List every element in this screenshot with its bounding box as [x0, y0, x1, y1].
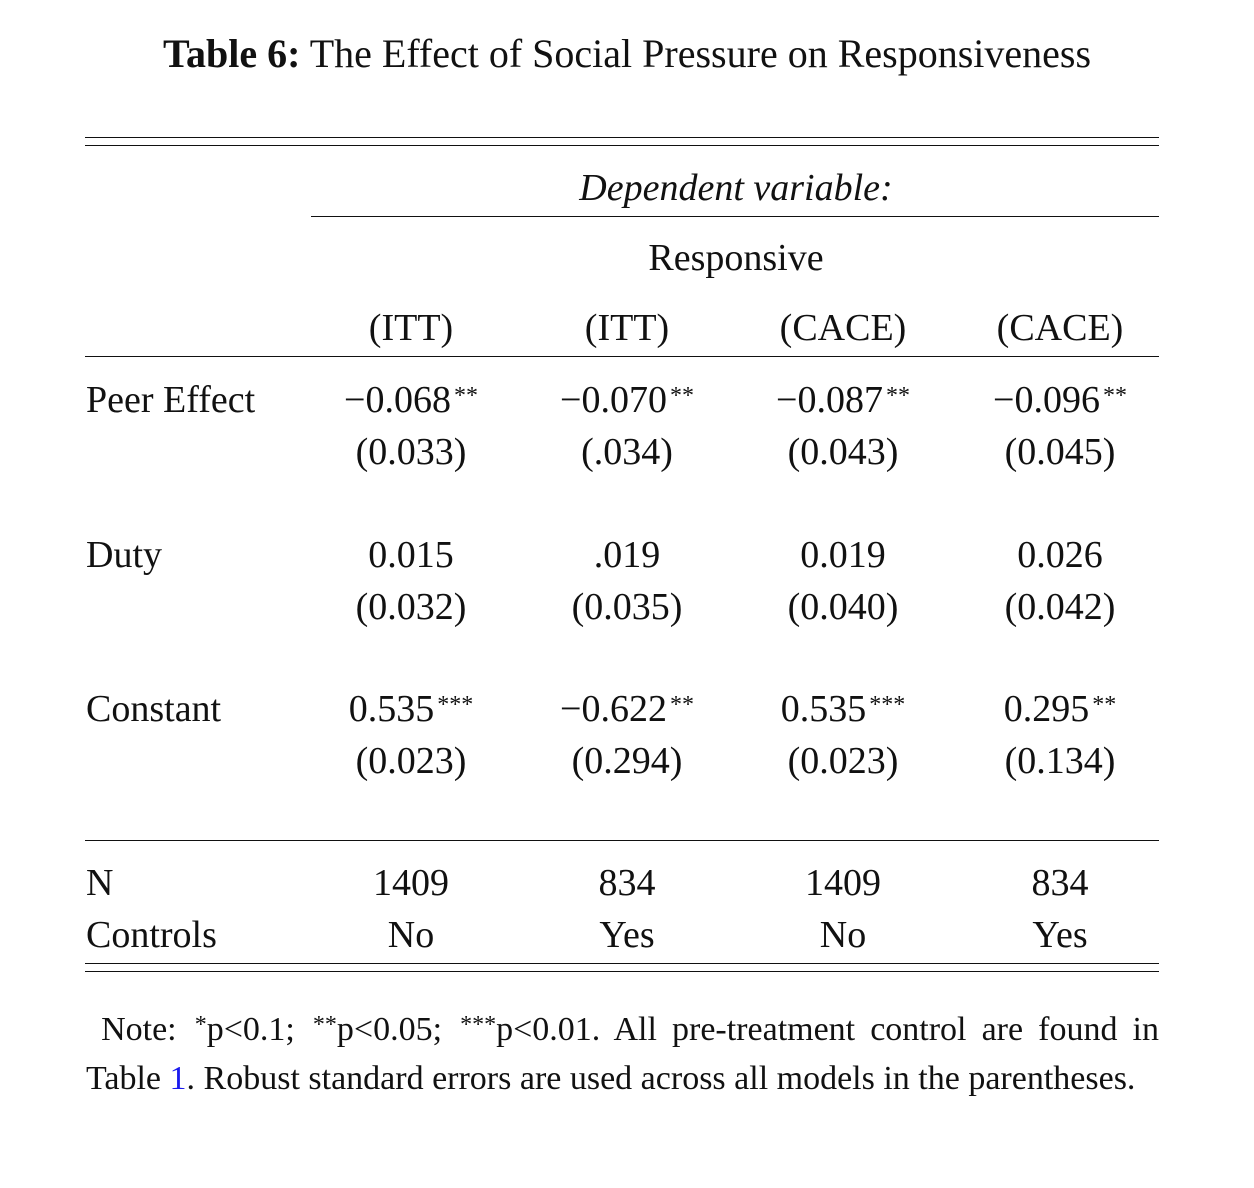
table-reference-link[interactable]: 1 — [169, 1060, 187, 1097]
se-cell: (0.032) — [355, 586, 467, 628]
table-title: The Effect of Social Pressure on Respons… — [309, 31, 1092, 76]
row-label-constant: Constant — [86, 688, 222, 730]
table-caption: Table 6: The Effect of Social Pressure o… — [0, 30, 1254, 78]
model-header-2: (ITT) — [584, 307, 670, 349]
se-cell: (0.035) — [571, 586, 683, 628]
stat-cell: 834 — [598, 862, 656, 904]
se-cell: (0.042) — [1004, 586, 1116, 628]
se-cell: (0.045) — [1004, 431, 1116, 473]
se-cell: (0.043) — [787, 431, 899, 473]
table-note: Note: *p<0.1; **p<0.05; ***p<0.01. All p… — [86, 1011, 1159, 1097]
se-cell: (0.134) — [1004, 740, 1116, 782]
se-cell: (0.040) — [787, 586, 899, 628]
dependent-variable-header: Dependent variable: — [579, 167, 893, 209]
coef-cell: 0.535 *** — [780, 688, 906, 730]
coef-cell: −0.096 ** — [993, 379, 1127, 421]
row-label-duty: Duty — [86, 534, 162, 576]
se-cell: (0.294) — [571, 740, 683, 782]
coef-cell: −0.068 ** — [344, 379, 478, 421]
se-cell: (.034) — [581, 431, 673, 473]
coef-cell: 0.295 ** — [1003, 688, 1117, 730]
model-header-3: (CACE) — [779, 307, 907, 349]
row-label-n: N — [86, 862, 114, 904]
coef-cell: −0.087 ** — [776, 379, 910, 421]
stat-cell: 1409 — [805, 862, 881, 904]
bottom-rule-2 — [85, 971, 1159, 972]
stat-cell: 1409 — [373, 862, 449, 904]
model-header-1: (ITT) — [368, 307, 454, 349]
dependent-variable-rule — [311, 216, 1159, 217]
coef-cell: 0.535 *** — [348, 688, 474, 730]
stat-cell: 834 — [1031, 862, 1089, 904]
se-cell: (0.023) — [787, 740, 899, 782]
dependent-variable-name: Responsive — [648, 237, 824, 279]
table-label: Table 6: — [162, 31, 301, 76]
stat-cell: Yes — [599, 914, 655, 956]
se-cell: (0.033) — [355, 431, 467, 473]
row-label-peer-effect: Peer Effect — [86, 379, 256, 421]
model-header-4: (CACE) — [996, 307, 1124, 349]
top-rule-1 — [85, 137, 1159, 138]
coef-cell: −0.622 ** — [560, 688, 694, 730]
row-label-controls: Controls — [86, 914, 217, 956]
stat-cell: No — [387, 914, 435, 956]
stat-cell: Yes — [1032, 914, 1088, 956]
coef-cell: 0.019 — [800, 534, 886, 576]
stat-cell: No — [819, 914, 867, 956]
coef-cell: 0.015 — [368, 534, 454, 576]
coef-cell: 0.026 — [1017, 534, 1103, 576]
bottom-rule-1 — [85, 963, 1159, 964]
se-cell: (0.023) — [355, 740, 467, 782]
coef-cell: −0.070 ** — [560, 379, 694, 421]
top-rule-2 — [85, 145, 1159, 146]
stats-rule — [85, 840, 1159, 841]
header-rule — [85, 356, 1159, 357]
coef-cell: .019 — [593, 534, 661, 576]
